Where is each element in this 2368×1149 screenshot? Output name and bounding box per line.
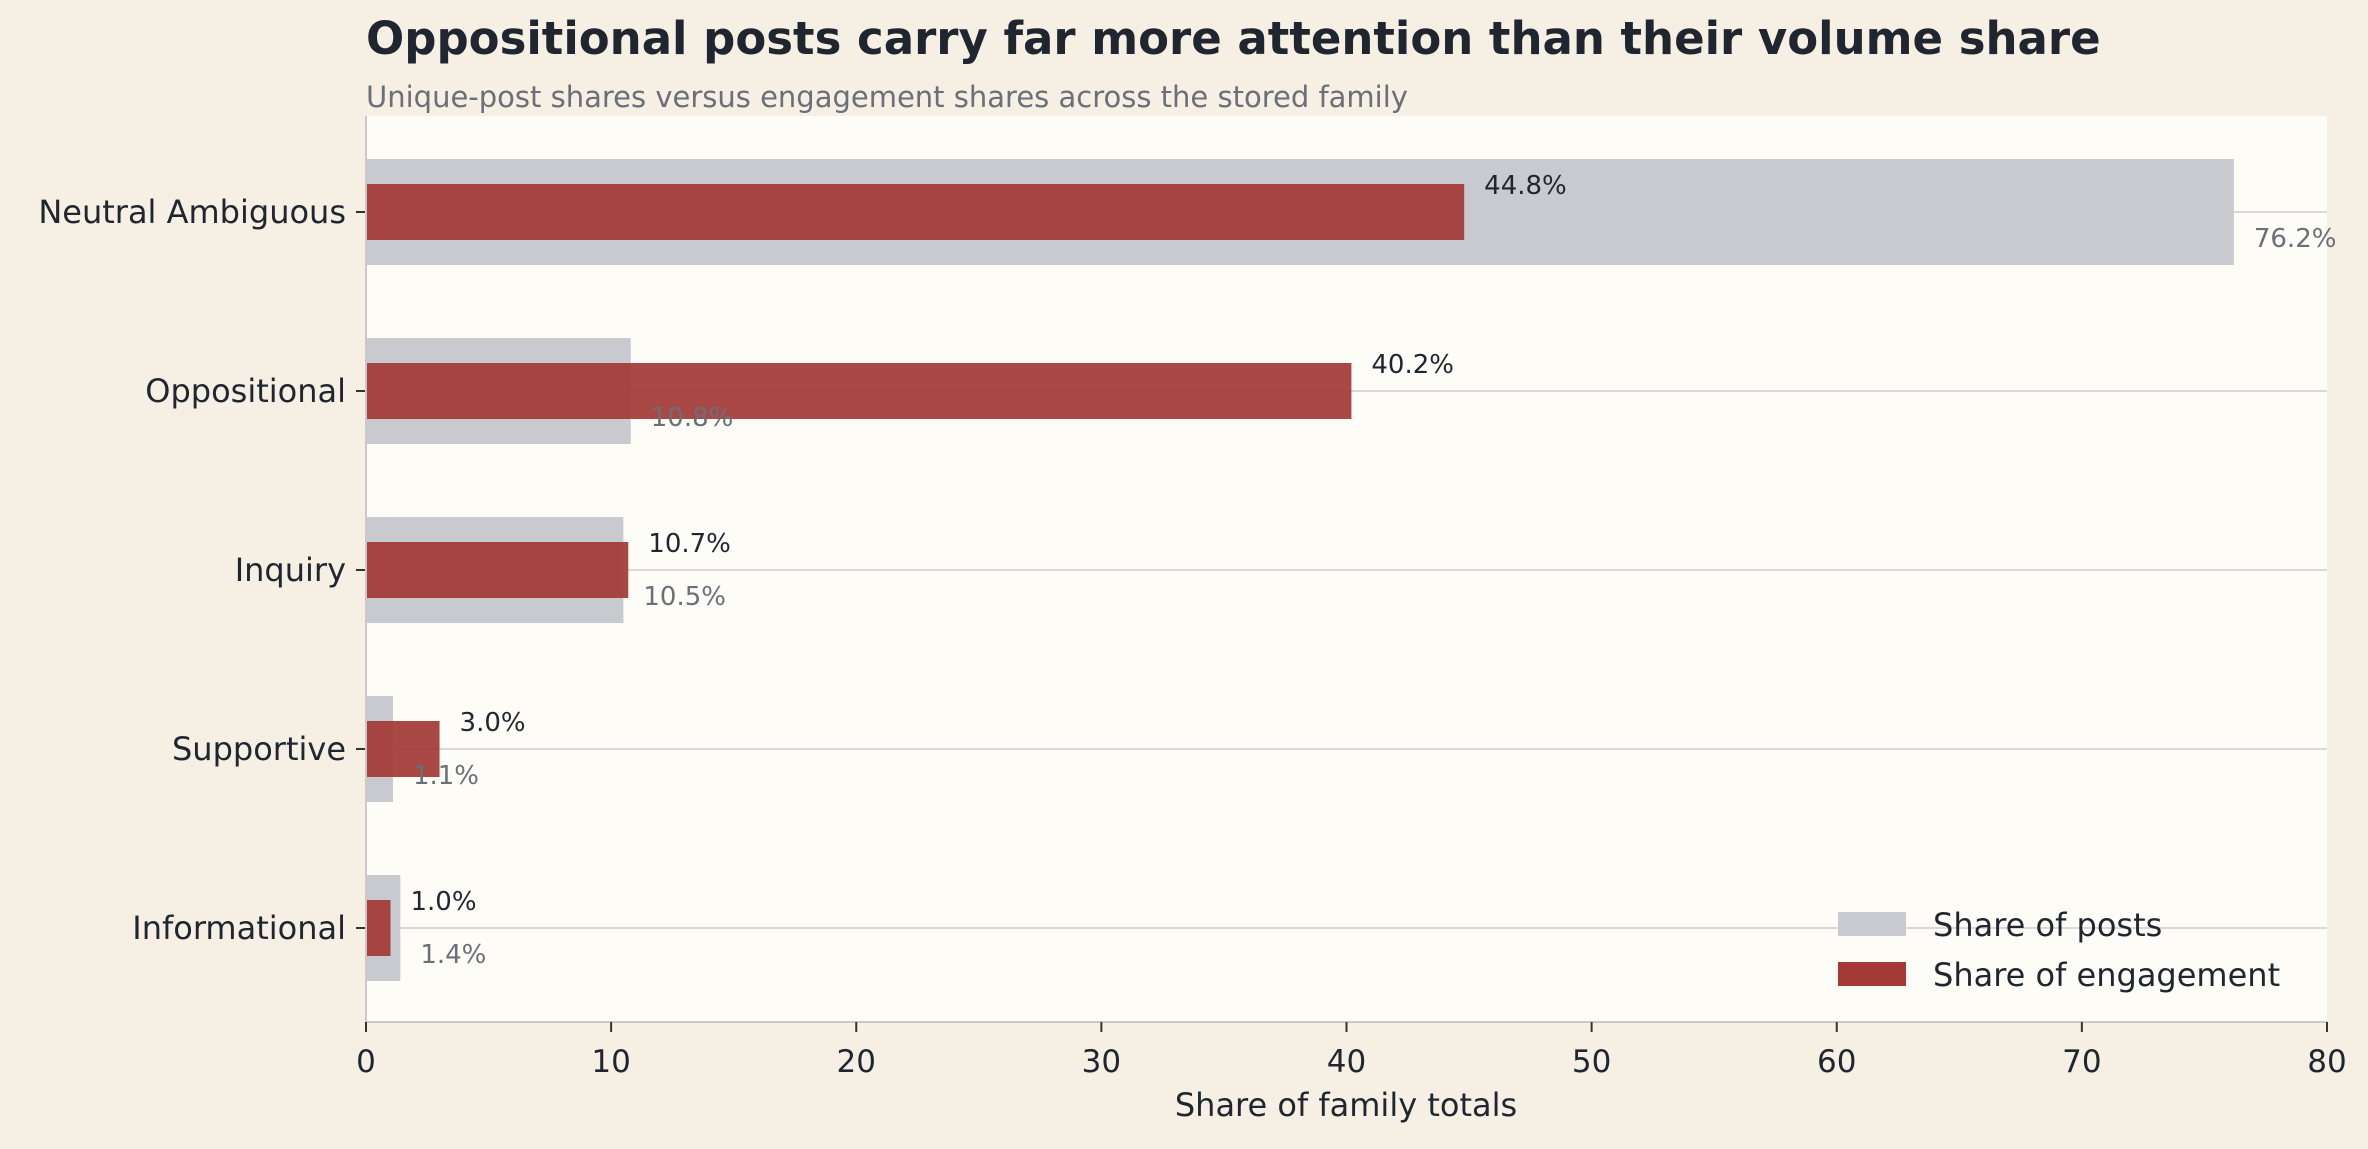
data-label-engagement: 40.2% bbox=[1371, 350, 1454, 380]
axis-layer: Neutral Ambiguous Oppositional Inquiry Supp… bbox=[38, 116, 2347, 1080]
legend-label-posts: Share of posts bbox=[1933, 906, 2162, 944]
bar-share-of-engagement bbox=[366, 721, 440, 777]
x-tick-label: 50 bbox=[1572, 1044, 1611, 1080]
x-tick-label: 80 bbox=[2307, 1044, 2346, 1080]
legend-swatch-engagement bbox=[1838, 962, 1906, 986]
y-tick-label: Neutral Ambiguous bbox=[38, 193, 346, 231]
chart-title: Oppositional posts carry far more attent… bbox=[366, 12, 2101, 65]
chart-subtitle: Unique-post shares versus engagement sha… bbox=[366, 80, 1408, 114]
data-label-posts: 10.5% bbox=[643, 582, 726, 612]
x-tick-label: 10 bbox=[591, 1044, 630, 1080]
x-tick-label: 0 bbox=[356, 1044, 376, 1080]
y-tick-label: Inquiry bbox=[235, 551, 346, 589]
x-tick-label: 60 bbox=[1817, 1044, 1856, 1080]
x-tick-label: 30 bbox=[1082, 1044, 1121, 1080]
bar-share-of-engagement bbox=[366, 900, 391, 956]
y-tick-label: Supportive bbox=[172, 730, 346, 768]
data-label-engagement: 1.0% bbox=[411, 887, 477, 917]
data-label-engagement: 3.0% bbox=[460, 708, 526, 738]
x-tick-label: 70 bbox=[2062, 1044, 2101, 1080]
bar-layer bbox=[366, 159, 2234, 981]
x-tick-label: 40 bbox=[1327, 1044, 1366, 1080]
y-tick-label: Oppositional bbox=[145, 372, 346, 410]
legend: Share of posts Share of engagement bbox=[1838, 906, 2280, 994]
x-tick-label: 20 bbox=[837, 1044, 876, 1080]
data-label-posts: 76.2% bbox=[2254, 224, 2337, 254]
data-label-posts: 1.1% bbox=[413, 761, 479, 791]
data-label-posts: 1.4% bbox=[420, 940, 486, 970]
data-label-layer: 44.8% 76.2% 40.2% 10.8% 10.7% 10.5% 3.0% 1.1% 1.… bbox=[411, 171, 2337, 970]
data-label-engagement: 10.7% bbox=[648, 529, 731, 559]
data-label-engagement: 44.8% bbox=[1484, 171, 1567, 201]
y-tick-label: Informational bbox=[132, 909, 346, 947]
bar-share-of-engagement bbox=[366, 184, 1465, 240]
x-axis-label: Share of family totals bbox=[1175, 1086, 1517, 1124]
data-label-posts: 10.8% bbox=[651, 403, 734, 433]
bar-share-of-engagement bbox=[366, 542, 629, 598]
bar-share-of-engagement bbox=[366, 363, 1352, 419]
legend-label-engagement: Share of engagement bbox=[1933, 956, 2280, 994]
legend-swatch-posts bbox=[1838, 912, 1906, 936]
